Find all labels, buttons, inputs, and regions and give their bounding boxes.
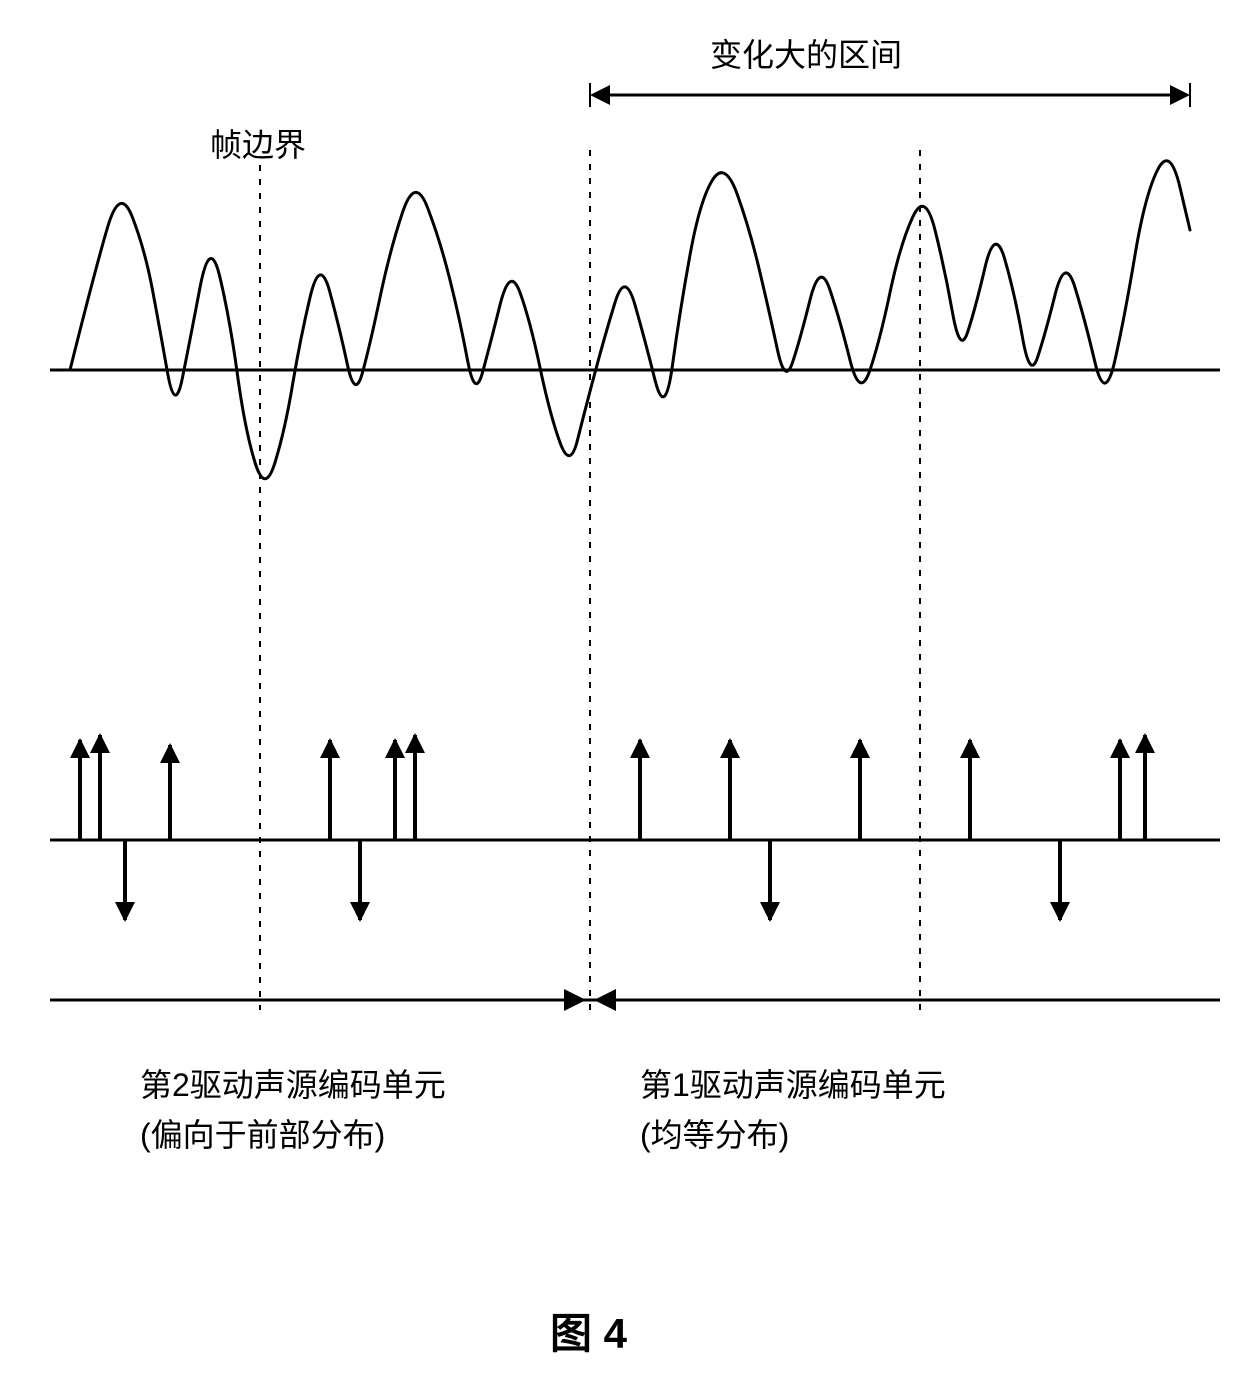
label-unit1-line2: (均等分布) (640, 1110, 789, 1156)
label-unit2-line2: (偏向于前部分布) (140, 1110, 385, 1156)
figure-label: 图 4 (550, 1300, 627, 1361)
main-diagram-svg (0, 0, 1240, 1396)
diagram-container: 变化大的区间 帧边界 第2驱动声源编码单元 (偏向于前部分布) 第1驱动声源编码… (0, 0, 1240, 1396)
label-unit1-line1: 第1驱动声源编码单元 (640, 1060, 946, 1106)
label-unit2-line1: 第2驱动声源编码单元 (140, 1060, 446, 1106)
